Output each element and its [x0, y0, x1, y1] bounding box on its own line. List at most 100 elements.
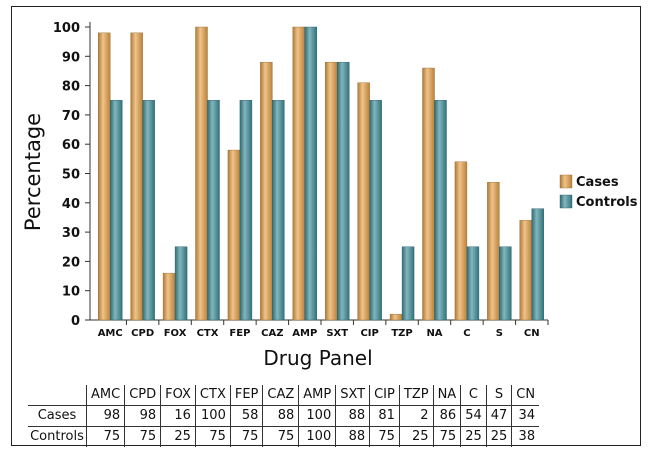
table-cell: 58: [229, 405, 263, 427]
table-header-cell: CPD: [124, 385, 161, 406]
table-cell: 16: [160, 405, 196, 427]
bar-controls-na: [434, 100, 447, 321]
bar-cases-fox: [162, 272, 176, 321]
table-cell: 88: [335, 405, 370, 427]
table-cell: 75: [262, 426, 299, 447]
table-header-cell: SXT: [335, 385, 370, 406]
table-cell: 75: [124, 426, 161, 447]
table-cell: 75: [194, 426, 231, 447]
table-header-cell: AMP: [298, 385, 336, 406]
table-cell: 2: [398, 405, 434, 427]
y-tick-label: 20: [62, 255, 80, 270]
legend-swatch-cases: [559, 174, 573, 189]
table-cell: 75: [369, 426, 400, 447]
x-tick-label: NA: [426, 328, 442, 339]
bar-cases-s: [487, 182, 500, 321]
table-header-cell: FOX: [160, 385, 196, 406]
bar-cases-fep: [227, 149, 241, 321]
bar-controls-ctx: [207, 100, 220, 321]
table-header-cell: CN: [511, 385, 540, 406]
bar-controls-caz: [272, 100, 285, 321]
bar-controls-sxt: [337, 61, 350, 321]
bar-controls-tzp: [401, 246, 415, 321]
y-tick-label: 60: [62, 138, 80, 153]
x-tick-label: C: [463, 328, 470, 339]
table-cell: 88: [262, 405, 299, 427]
table-header-row: AMC CPD FOX CTX FEP CAZ AMP SXT CIP TZP NA C S CN: [28, 385, 540, 406]
table-cell: 47: [485, 405, 512, 427]
bar-controls-fox: [174, 246, 188, 321]
x-tick-label: CAZ: [261, 328, 283, 339]
table-cell: 25: [398, 426, 434, 447]
x-tick-label: FOX: [164, 328, 187, 339]
table-header-cell: S: [485, 385, 512, 406]
bar-controls-fep: [239, 100, 253, 321]
x-tick-label: SXT: [326, 328, 348, 339]
x-tick-label: CTX: [197, 328, 219, 339]
y-tick-label: 70: [62, 109, 80, 124]
x-tick-label: CIP: [360, 328, 378, 339]
x-tick-label: AMP: [292, 328, 317, 339]
y-tick-label: 10: [62, 285, 80, 300]
table-cell: 81: [369, 405, 400, 427]
table-row: Cases 98 98 16 100 58 88 100 88 81 2 86 54 47 34: [28, 405, 540, 427]
bar-cases-cn: [519, 220, 532, 321]
bar-controls-cn: [531, 208, 544, 321]
table-cell: 34: [511, 405, 540, 427]
y-tick-label: 90: [62, 50, 80, 65]
y-tick-label: 80: [62, 80, 80, 95]
table-cell: 75: [229, 426, 263, 447]
bar-chart: 0 10 20 30 40 50 60 70 80 90 100 AMC CPD FOX CTX FEP CAZ…: [21, 21, 638, 370]
bar-cases-amp: [292, 26, 305, 321]
bar-controls-s: [499, 246, 512, 321]
table-header-cell: AMC: [85, 385, 125, 406]
bar-cases-amc: [98, 32, 111, 321]
legend: Cases Controls: [559, 174, 638, 210]
bar-cases-cip: [357, 82, 370, 321]
table-header-cell: CAZ: [262, 385, 299, 406]
bar-cases-cpd: [130, 32, 143, 321]
bar-cases-na: [422, 67, 435, 321]
x-tick-label: TZP: [391, 328, 412, 339]
y-axis-label: Percentage: [21, 113, 45, 231]
legend-swatch-controls: [559, 194, 573, 209]
table-cell: 38: [511, 426, 540, 447]
bar-controls-c: [466, 246, 480, 321]
legend-label-cases: Cases: [576, 175, 619, 190]
table-cell: 25: [160, 426, 196, 447]
table-header-cell: C: [460, 385, 487, 406]
y-tick-label: 30: [62, 226, 80, 241]
legend-label-controls: Controls: [576, 195, 638, 210]
bar-controls-cip: [369, 100, 382, 321]
table-header-cell: FEP: [229, 385, 263, 406]
table-cell: 25: [460, 426, 487, 447]
bar-cases-tzp: [389, 313, 403, 321]
table-cell: 100: [298, 426, 336, 447]
bar-cases-caz: [260, 61, 273, 321]
table-header-cell: TZP: [398, 385, 434, 406]
y-tick-label: 100: [53, 21, 80, 36]
bar-cases-sxt: [325, 61, 338, 321]
table-cell: 88: [335, 426, 370, 447]
table-cell: 86: [432, 405, 461, 427]
x-tick-label: AMC: [98, 328, 123, 339]
bar-controls-cpd: [142, 100, 155, 321]
bar-controls-amc: [110, 100, 123, 321]
table-cell: 54: [460, 405, 487, 427]
y-tick-label: 50: [62, 168, 80, 183]
bar-cases-c: [454, 161, 468, 321]
data-table: AMC CPD FOX CTX FEP CAZ AMP SXT CIP TZP NA C S CN Case…: [28, 385, 540, 447]
table-header-cell: CIP: [369, 385, 400, 406]
bar-cases-ctx: [195, 26, 208, 321]
y-tick-label: 40: [62, 197, 80, 212]
table-row-label: Controls: [28, 426, 87, 447]
table-cell: 100: [298, 405, 336, 427]
x-tick-label: CPD: [131, 328, 154, 339]
table-cell: 98: [85, 405, 125, 427]
table-header-cell: NA: [432, 385, 461, 406]
table-cell: 75: [85, 426, 125, 447]
table-row: Controls 75 75 25 75 75 75 100 88 75 25 75 25 25 38: [28, 426, 540, 447]
table-corner-cell: [28, 385, 87, 406]
x-tick-label: FEP: [229, 328, 250, 339]
y-tick-label: 0: [71, 314, 80, 329]
